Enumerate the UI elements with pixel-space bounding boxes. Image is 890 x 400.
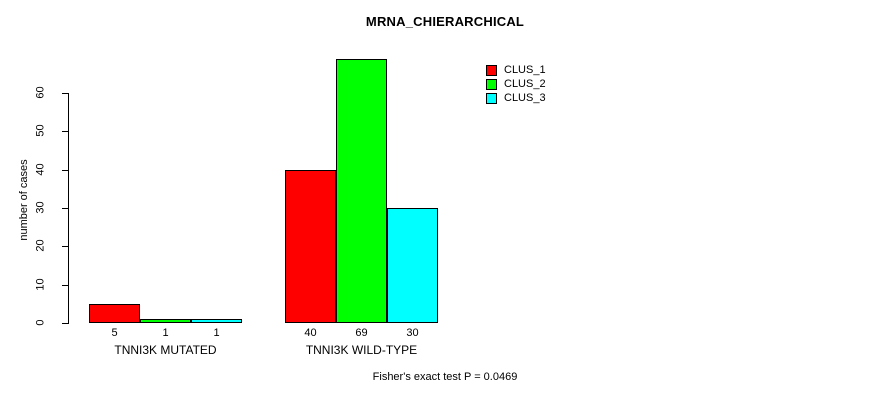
bar-clus_3-group1 <box>191 319 242 323</box>
y-tick-mark <box>62 93 69 94</box>
bar-value-label: 69 <box>355 327 368 339</box>
bar-value-label: 30 <box>406 327 419 339</box>
legend-swatch-icon <box>486 79 497 90</box>
legend-swatch-icon <box>486 65 497 76</box>
bar-value-label: 1 <box>162 327 169 339</box>
bar-value-label: 1 <box>213 327 220 339</box>
legend-swatch-icon <box>486 93 497 104</box>
y-tick-label: 10 <box>34 278 47 291</box>
legend-label: CLUS_3 <box>504 92 546 104</box>
y-tick-mark <box>62 131 69 133</box>
y-tick-mark <box>62 169 69 171</box>
legend-label: CLUS_2 <box>504 78 546 90</box>
bar-clus_2-group2 <box>336 58 387 323</box>
y-tick-label: 0 <box>34 319 47 326</box>
y-tick-mark <box>62 284 69 286</box>
y-tick-label: 30 <box>34 201 47 214</box>
legend-label: CLUS_1 <box>504 64 546 76</box>
bar-clus_3-group2 <box>387 208 438 323</box>
bar-value-label: 5 <box>111 327 118 339</box>
y-tick-label: 20 <box>34 239 47 252</box>
group-label: TNNI3K MUTATED <box>114 343 217 357</box>
bar-clus_1-group1 <box>89 303 140 323</box>
y-tick-mark <box>62 323 69 324</box>
bar-value-label: 40 <box>304 327 317 339</box>
y-tick-label: 40 <box>34 163 47 176</box>
y-axis-title: number of cases <box>18 159 30 241</box>
bar-clus_2-group1 <box>140 319 191 323</box>
bar-clus_1-group2 <box>285 169 336 323</box>
y-tick-mark <box>62 208 69 209</box>
y-tick-mark <box>62 246 69 248</box>
group-label: TNNI3K WILD-TYPE <box>305 343 418 357</box>
chart-footnote: Fisher's exact test P = 0.0469 <box>372 371 518 383</box>
chart-title: MRNA_CHIERARCHICAL <box>365 14 525 29</box>
y-tick-label: 50 <box>34 124 47 137</box>
y-tick-label: 60 <box>34 86 47 99</box>
